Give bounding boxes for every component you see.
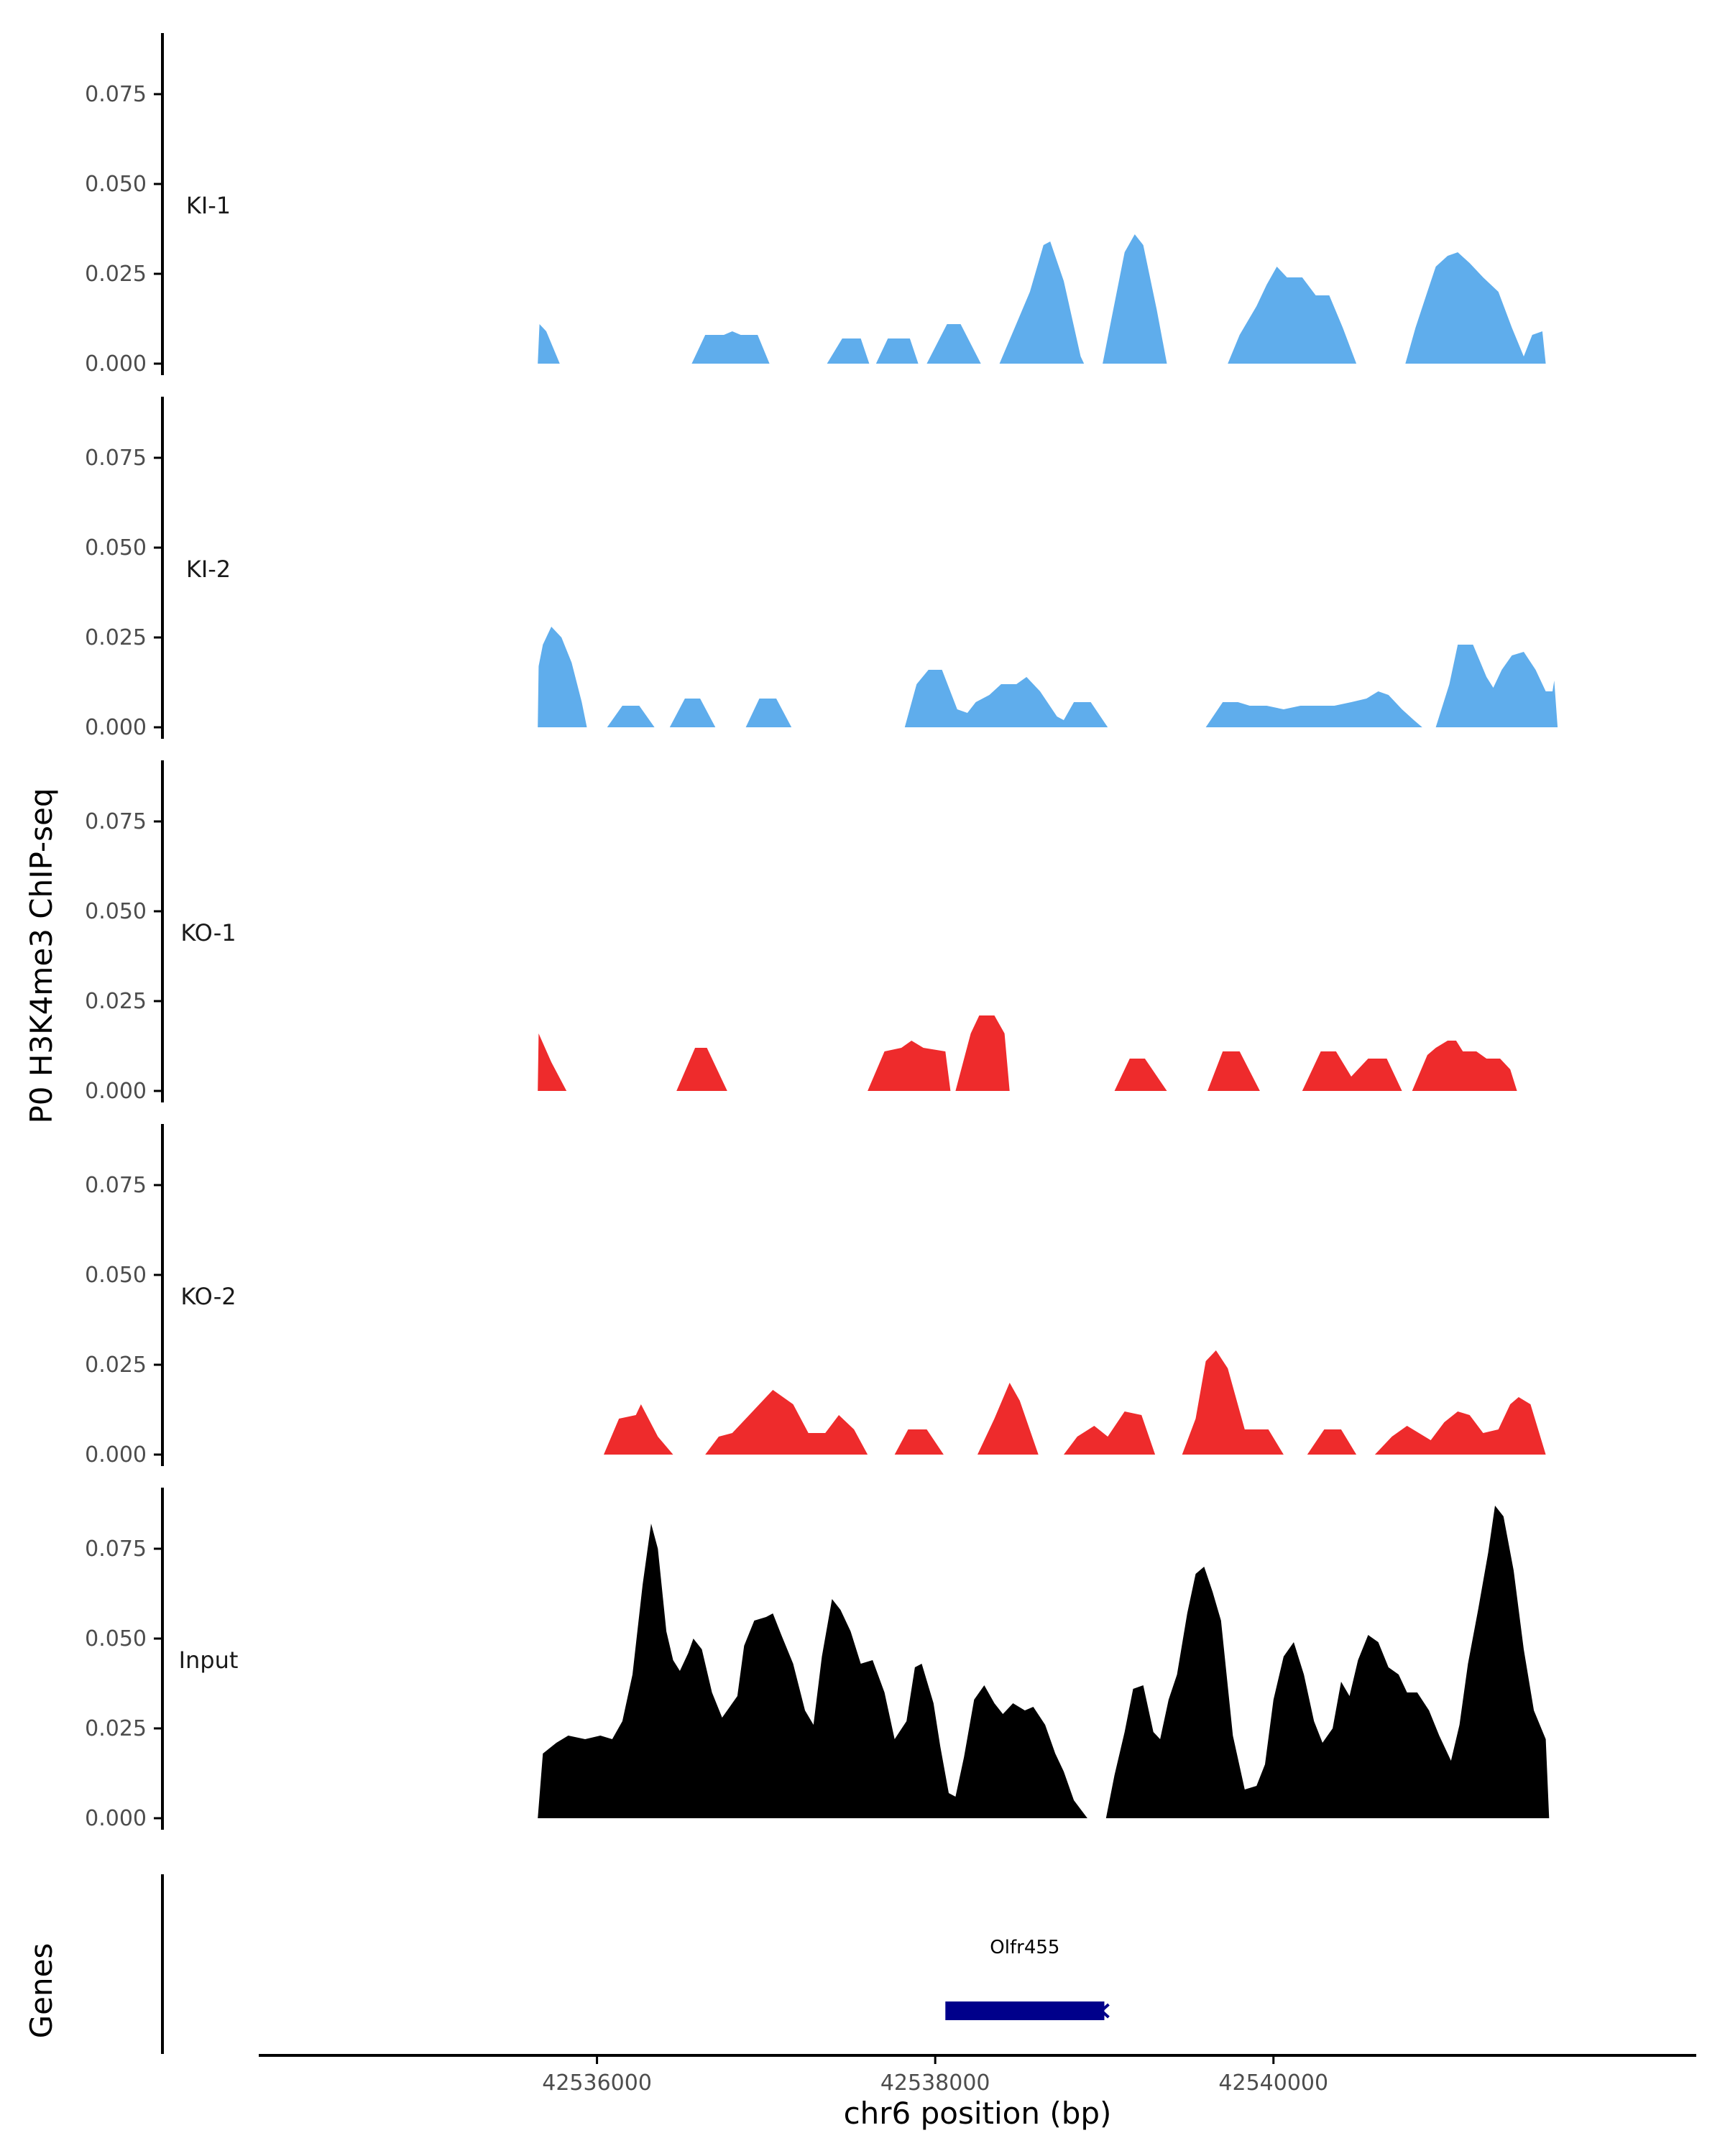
signal-area-ki-2-6 bbox=[1205, 691, 1422, 727]
x-tick-label: 42536000 bbox=[542, 2070, 652, 2096]
y-tick-label: 0.050 bbox=[85, 535, 147, 561]
strand-arrow bbox=[958, 2004, 967, 2018]
y-tick-label: 0.000 bbox=[85, 715, 147, 740]
signal-area-ki-2-5 bbox=[904, 670, 1108, 727]
y-tick-label: 0.025 bbox=[85, 989, 147, 1014]
y-tick-label: 0.050 bbox=[85, 899, 147, 924]
y-tick-label: 0.000 bbox=[85, 351, 147, 377]
strand-arrow bbox=[993, 2004, 1001, 2018]
signal-area-ki-1-1 bbox=[538, 324, 560, 364]
signal-area-ko-2-5 bbox=[1064, 1411, 1156, 1455]
signal-area-ki-1-7 bbox=[1103, 234, 1167, 364]
strand-arrow bbox=[1073, 2004, 1082, 2018]
tracks-layer: 0.0000.0250.0500.075KI-10.0000.0250.0500… bbox=[85, 33, 1558, 1831]
y-tick-label: 0.025 bbox=[85, 262, 147, 287]
signal-area-input-1 bbox=[538, 1524, 1087, 1818]
strand-arrow bbox=[1027, 2004, 1036, 2018]
signal-area-input-2 bbox=[1105, 1506, 1550, 1818]
track-ki-1: 0.000 0.025 0.050 0.075 KI-1 bbox=[85, 33, 1546, 377]
y-tick-label: 0.000 bbox=[85, 1079, 147, 1104]
signal-area-ki-1-4 bbox=[875, 338, 919, 364]
x-axis: 42536000 42538000 42540000 bbox=[259, 2054, 1696, 2096]
strand-arrow bbox=[970, 2004, 978, 2018]
signal-area-ko-1-5 bbox=[1114, 1059, 1167, 1091]
track-input: 0.000 0.025 0.050 0.075 Input bbox=[85, 1488, 1550, 1831]
signal-area-ki-1-2 bbox=[691, 331, 770, 364]
y-tick-label: 0.000 bbox=[85, 1442, 147, 1468]
signal-area-ko-2-6 bbox=[1182, 1350, 1284, 1455]
y-tick-label: 0.075 bbox=[85, 1173, 147, 1198]
strand-arrow bbox=[1004, 2004, 1013, 2018]
x-axis-title: chr6 position (bp) bbox=[844, 2096, 1112, 2131]
track-ki-2: 0.000 0.025 0.050 0.075 KI-2 bbox=[85, 397, 1558, 740]
genes-panel: Olfr455 bbox=[161, 1874, 1110, 2054]
y-tick-label: 0.075 bbox=[85, 1537, 147, 1562]
y-tick-label: 0.050 bbox=[85, 172, 147, 197]
strand-arrow bbox=[1016, 2004, 1024, 2018]
signal-area-ki-2-3 bbox=[669, 699, 716, 727]
signal-area-ki-1-3 bbox=[827, 338, 870, 364]
signal-area-ko-1-7 bbox=[1302, 1051, 1402, 1091]
track-label: KI-1 bbox=[186, 192, 231, 219]
track-label: KO-1 bbox=[180, 919, 236, 946]
signal-area-ko-2-1 bbox=[604, 1404, 673, 1455]
x-tick-label: 42540000 bbox=[1218, 2070, 1328, 2096]
signal-area-ko-1-6 bbox=[1208, 1051, 1260, 1091]
strand-arrow bbox=[1050, 2004, 1059, 2018]
signal-area-ki-1-6 bbox=[999, 241, 1085, 364]
strand-arrow bbox=[947, 2004, 955, 2018]
y-tick-label: 0.075 bbox=[85, 809, 147, 834]
signal-area-ko-2-8 bbox=[1374, 1397, 1546, 1455]
genes-axis-title: Genes bbox=[24, 1943, 59, 2039]
track-label: KO-2 bbox=[180, 1283, 236, 1310]
signal-area-ko-2-3 bbox=[894, 1429, 944, 1455]
signal-area-ko-1-1 bbox=[538, 1033, 567, 1091]
y-tick-label: 0.025 bbox=[85, 625, 147, 650]
y-tick-label: 0.000 bbox=[85, 1806, 147, 1831]
strand-arrow bbox=[981, 2004, 990, 2018]
signal-area-ki-1-9 bbox=[1405, 252, 1546, 364]
track-ko-2: 0.000 0.025 0.050 0.075 KO-2 bbox=[85, 1124, 1546, 1468]
track-label: Input bbox=[179, 1646, 239, 1674]
signal-area-ko-1-3 bbox=[868, 1041, 951, 1091]
y-tick-label: 0.075 bbox=[85, 82, 147, 107]
strand-arrow bbox=[1062, 2004, 1070, 2018]
gene-label: Olfr455 bbox=[990, 1937, 1059, 1958]
track-label: KI-2 bbox=[186, 556, 231, 583]
signal-area-ko-2-4 bbox=[978, 1383, 1039, 1455]
signal-area-ko-2-2 bbox=[705, 1390, 868, 1455]
signal-area-ki-1-5 bbox=[926, 324, 981, 364]
signal-area-ki-2-2 bbox=[607, 706, 655, 727]
signal-area-ko-2-7 bbox=[1307, 1429, 1357, 1455]
y-tick-label: 0.075 bbox=[85, 446, 147, 471]
y-tick-label: 0.050 bbox=[85, 1626, 147, 1651]
signal-area-ko-1-4 bbox=[955, 1015, 1010, 1091]
gene-body bbox=[945, 2001, 1105, 2020]
signal-area-ki-2-1 bbox=[538, 627, 587, 727]
signal-area-ki-2-4 bbox=[745, 699, 792, 727]
y-tick-label: 0.050 bbox=[85, 1263, 147, 1288]
x-tick-label: 42538000 bbox=[880, 2070, 990, 2096]
signal-area-ki-1-8 bbox=[1228, 267, 1357, 364]
y-tick-label: 0.025 bbox=[85, 1716, 147, 1741]
signal-area-ki-2-7 bbox=[1435, 645, 1558, 727]
signal-area-ko-1-8 bbox=[1412, 1041, 1517, 1091]
track-ko-1: 0.000 0.025 0.050 0.075 KO-1 bbox=[85, 760, 1517, 1104]
strand-arrow bbox=[1039, 2004, 1047, 2018]
signal-area-ko-1-2 bbox=[676, 1048, 727, 1091]
strand-arrow bbox=[1085, 2004, 1093, 2018]
strand-arrow bbox=[1099, 2003, 1110, 2019]
y-axis-title: P0 H3K4me3 ChIP-seq bbox=[24, 788, 59, 1123]
y-tick-label: 0.025 bbox=[85, 1353, 147, 1378]
